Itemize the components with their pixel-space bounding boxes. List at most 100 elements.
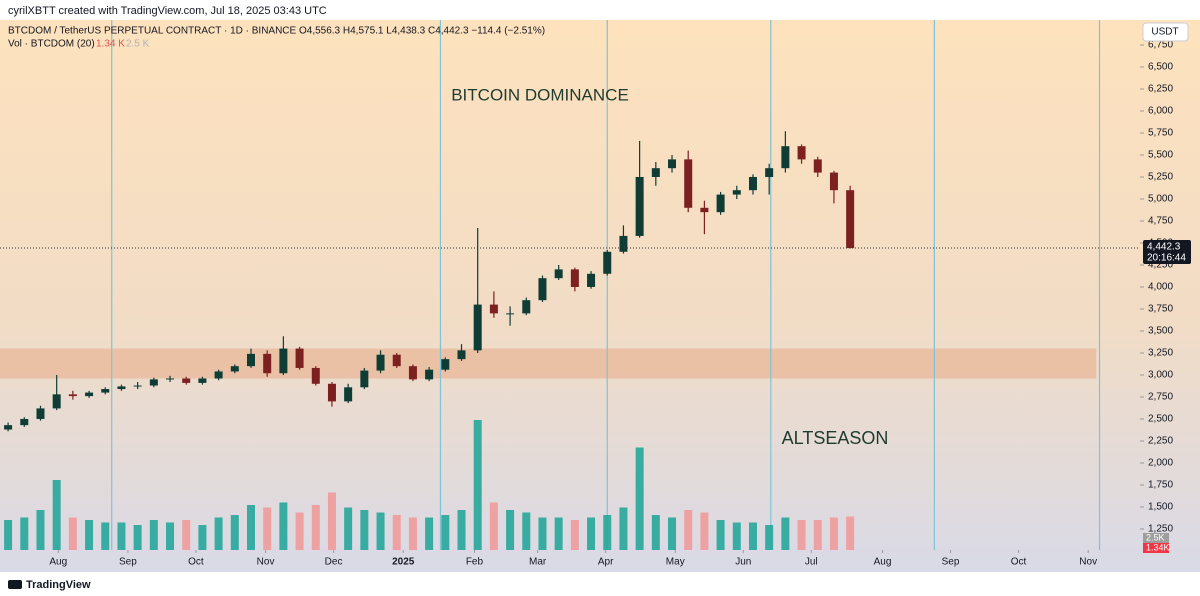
y-tick-label: 6,500 [1148,62,1173,73]
y-tick-label: 1,750 [1148,480,1173,491]
candle-body [570,269,579,287]
candle-body [732,190,741,195]
candle-body [522,300,531,314]
volume-bar [311,505,320,550]
y-tick-label: 5,500 [1148,150,1173,161]
volume-bar [392,515,401,550]
candle-body [748,176,757,191]
candle-body [117,386,126,390]
countdown: 20:16:44 [1147,253,1186,264]
volume-bar [182,520,191,550]
candle-body [506,313,515,315]
candle-body [781,146,790,169]
volume-bar [797,520,806,550]
candle-body [425,369,434,380]
candle-body [182,378,191,383]
x-tick-label: Aug [49,557,67,568]
y-tick-label: 5,750 [1148,128,1173,139]
volume-bar [668,517,677,550]
candle-body [133,385,142,387]
y-tick-label: 4,750 [1148,216,1173,227]
candle-body [684,159,693,208]
volume-bar [85,520,94,550]
x-tick-label: Dec [325,557,343,568]
volume-bar [279,502,288,550]
x-tick-label: Feb [466,557,484,568]
volume-bar [700,512,709,550]
candle-body [68,394,77,397]
x-tick-label: 2025 [392,557,415,568]
x-tick-label: Oct [1011,557,1027,568]
candle-body [52,394,61,409]
volume-bar [117,522,126,550]
y-tick-label: 2,500 [1148,414,1173,425]
volume-bar [408,517,417,550]
candle-body [214,371,223,379]
annotation: BITCOIN DOMINANCE [451,85,629,104]
volume-bar [376,512,385,550]
volume-bar [570,520,579,550]
candle-body [85,392,94,397]
x-tick-label: Sep [942,557,960,568]
candle-body [765,168,774,177]
candle-body [797,146,806,160]
volume-bar [360,510,369,550]
volume-ma: 2.5 K [126,39,150,50]
candle-body [829,172,838,191]
last-price-label: 4,442.3 [1147,242,1181,253]
volume-bar [68,517,77,550]
candle-body [392,354,401,367]
volume-bar [635,447,644,550]
chart-background [0,20,1200,572]
x-tick-label: Oct [188,557,204,568]
y-tick-label: 4,000 [1148,282,1173,293]
x-tick-label: May [666,557,685,568]
volume-bar [538,517,547,550]
volume-bar [829,517,838,550]
x-tick-label: Nov [1079,557,1097,568]
volume-bar [441,515,450,550]
candle-body [813,159,822,173]
volume-bar [781,517,790,550]
volume-bar [20,517,29,550]
candle-body [651,168,660,177]
volume-bar [506,510,515,550]
volume-bar [619,507,628,550]
annotation: ALTSEASON [782,428,889,448]
footer-bar [0,572,1200,596]
volume-bar [651,515,660,550]
candle-body [619,235,628,252]
currency[interactable]: USDT [1151,27,1178,38]
y-tick-label: 3,500 [1148,326,1173,337]
x-tick-label: Mar [529,557,547,568]
candle-body [603,251,612,274]
candle-body [279,348,288,374]
volume-bar [603,515,612,550]
candle-body [360,370,369,388]
candle-body [4,425,13,430]
currency-box[interactable] [1142,22,1189,42]
candle-body [441,359,450,370]
volume-bar [554,517,563,550]
volume-bar [587,517,596,550]
y-tick-label: 6,000 [1148,106,1173,117]
footer-brand: TradingView [26,579,91,591]
y-tick-label: 5,250 [1148,172,1173,183]
volume-bar [166,522,175,550]
x-tick-label: Nov [257,557,275,568]
volume-bar [263,507,272,550]
candle-body [473,304,482,351]
volume-bar [489,502,498,550]
volume-bar [133,525,142,550]
volume-bar [214,517,223,550]
volume-bar [36,510,45,550]
candle-body [295,348,304,368]
volume-bar [684,510,693,550]
candle-body [700,207,709,213]
volume-bar [327,492,336,550]
volume-last: 1.34 K [96,39,125,50]
volume-bar [246,505,255,550]
y-tick-label: 3,750 [1148,304,1173,315]
candle-body [538,278,547,301]
